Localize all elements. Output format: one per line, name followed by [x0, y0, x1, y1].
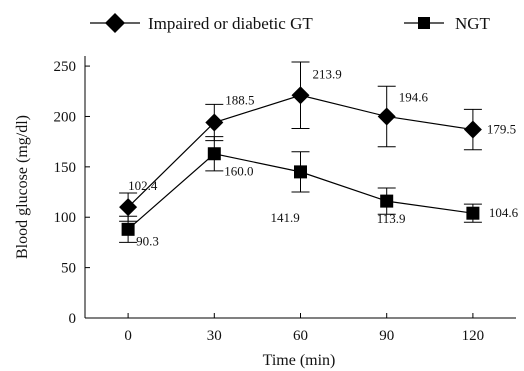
y-tick-label: 0 — [69, 311, 77, 327]
data-label: 104.6 — [489, 205, 519, 220]
legend-label-impaired: Impaired or diabetic GT — [148, 14, 313, 33]
data-label: 213.9 — [313, 66, 342, 81]
y-tick-label: 250 — [54, 59, 77, 75]
data-point-square — [294, 165, 307, 179]
x-tick-label: 0 — [124, 328, 132, 344]
series-1: 90.3 160.0 141.9 113.9 104.6 — [119, 136, 519, 248]
x-axis-title: Time (min) — [263, 352, 336, 369]
x-tick-label: 120 — [462, 328, 485, 344]
y-tick-label: 200 — [54, 109, 77, 125]
data-label: 90.3 — [136, 233, 159, 248]
data-point-diamond — [291, 86, 310, 105]
y-tick-label: 50 — [61, 261, 76, 277]
data-point-square — [207, 147, 221, 161]
data-point-diamond — [205, 113, 224, 132]
legend-marker-impaired — [105, 13, 125, 33]
y-tick-label: 150 — [54, 160, 77, 176]
data-point-diamond — [463, 120, 482, 139]
legend-item-ngt: NGT — [404, 14, 491, 33]
legend-marker-ngt — [418, 17, 430, 29]
y-axis-title: Blood glucose (mg/dl) — [14, 115, 31, 259]
data-label: 194.6 — [399, 89, 429, 104]
data-point-square — [466, 206, 480, 220]
series-0: 102.4 188.5 213.9 194.6 179.5 — [119, 61, 516, 222]
data-label: 188.5 — [225, 93, 254, 108]
data-label: 102.4 — [128, 178, 158, 193]
legend: Impaired or diabetic GT NGT — [90, 13, 491, 33]
x-tick-label: 90 — [379, 328, 394, 344]
data-label: 160.0 — [224, 164, 253, 179]
legend-item-impaired: Impaired or diabetic GT — [90, 13, 313, 33]
data-label: 179.5 — [487, 122, 516, 137]
data-point-diamond — [377, 107, 396, 126]
data-point-square — [380, 194, 394, 208]
data-point-square — [121, 222, 135, 236]
data-label: 141.9 — [271, 210, 300, 225]
y-tick-label: 100 — [54, 210, 77, 226]
data-point-diamond — [119, 198, 138, 217]
data-label: 113.9 — [377, 211, 406, 226]
legend-label-ngt: NGT — [455, 14, 491, 33]
x-tick-label: 30 — [207, 328, 222, 344]
x-tick-label: 60 — [293, 328, 308, 344]
